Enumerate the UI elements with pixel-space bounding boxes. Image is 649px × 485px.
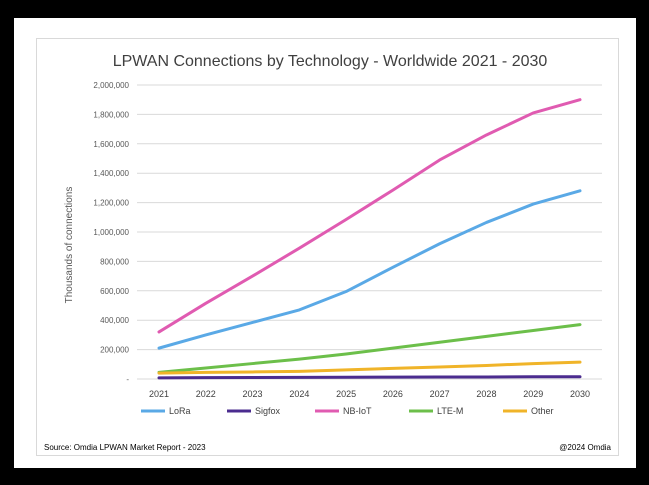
legend-label: Sigfox — [255, 406, 281, 416]
series-line-nb-iot — [157, 98, 582, 334]
y-tick-label: - — [126, 375, 129, 384]
y-tick-label: 800,000 — [100, 257, 129, 266]
x-tick-label: 2024 — [289, 389, 309, 399]
line-chart: LPWAN Connections by Technology - Worldw… — [44, 53, 612, 452]
x-tick-label: 2028 — [476, 389, 496, 399]
y-tick-label: 1,400,000 — [93, 169, 129, 178]
x-tick-label: 2023 — [243, 389, 263, 399]
series-line-lora — [157, 189, 582, 350]
series-line-other — [157, 360, 582, 375]
y-tick-label: 1,800,000 — [93, 110, 129, 119]
y-tick-label: 1,200,000 — [93, 199, 129, 208]
legend-label: Other — [531, 406, 554, 416]
series-lines — [157, 98, 582, 380]
copyright-note: @2024 Omdia — [559, 443, 611, 452]
y-tick-label: 1,000,000 — [93, 228, 129, 237]
series-line-sigfox — [157, 375, 582, 380]
chart-card: LPWAN Connections by Technology - Worldw… — [36, 38, 619, 456]
x-tick-label: 2021 — [149, 389, 169, 399]
legend: LoRa Sigfox NB-IoT LTE-M Other — [141, 406, 554, 416]
legend-label: NB-IoT — [343, 406, 372, 416]
gridlines — [137, 84, 602, 380]
x-tick-label: 2025 — [336, 389, 356, 399]
x-tick-label: 2029 — [523, 389, 543, 399]
x-tick-label: 2022 — [196, 389, 216, 399]
source-note: Source: Omdia LPWAN Market Report - 2023 — [44, 443, 206, 452]
chart-frame: LPWAN Connections by Technology - Worldw… — [14, 18, 636, 468]
legend-label: LoRa — [169, 406, 191, 416]
legend-label: LTE-M — [437, 406, 463, 416]
y-tick-label: 2,000,000 — [93, 81, 129, 90]
y-tick-label: 600,000 — [100, 287, 129, 296]
y-axis-ticks: - 200,000 400,000 600,000 800,000 1,000,000 1,… — [93, 81, 129, 384]
y-tick-label: 200,000 — [100, 346, 129, 355]
x-tick-label: 2026 — [383, 389, 403, 399]
x-tick-label: 2027 — [430, 389, 450, 399]
y-tick-label: 1,600,000 — [93, 140, 129, 149]
chart-title: LPWAN Connections by Technology - Worldw… — [113, 53, 548, 70]
y-tick-label: 400,000 — [100, 316, 129, 325]
x-axis-ticks: 2021 2022 2023 2024 2025 2026 2027 2028 2029 2030 — [149, 389, 590, 399]
x-tick-label: 2030 — [570, 389, 590, 399]
y-axis-label: Thousands of connections — [64, 187, 75, 304]
series-line-lte-m — [157, 323, 582, 374]
